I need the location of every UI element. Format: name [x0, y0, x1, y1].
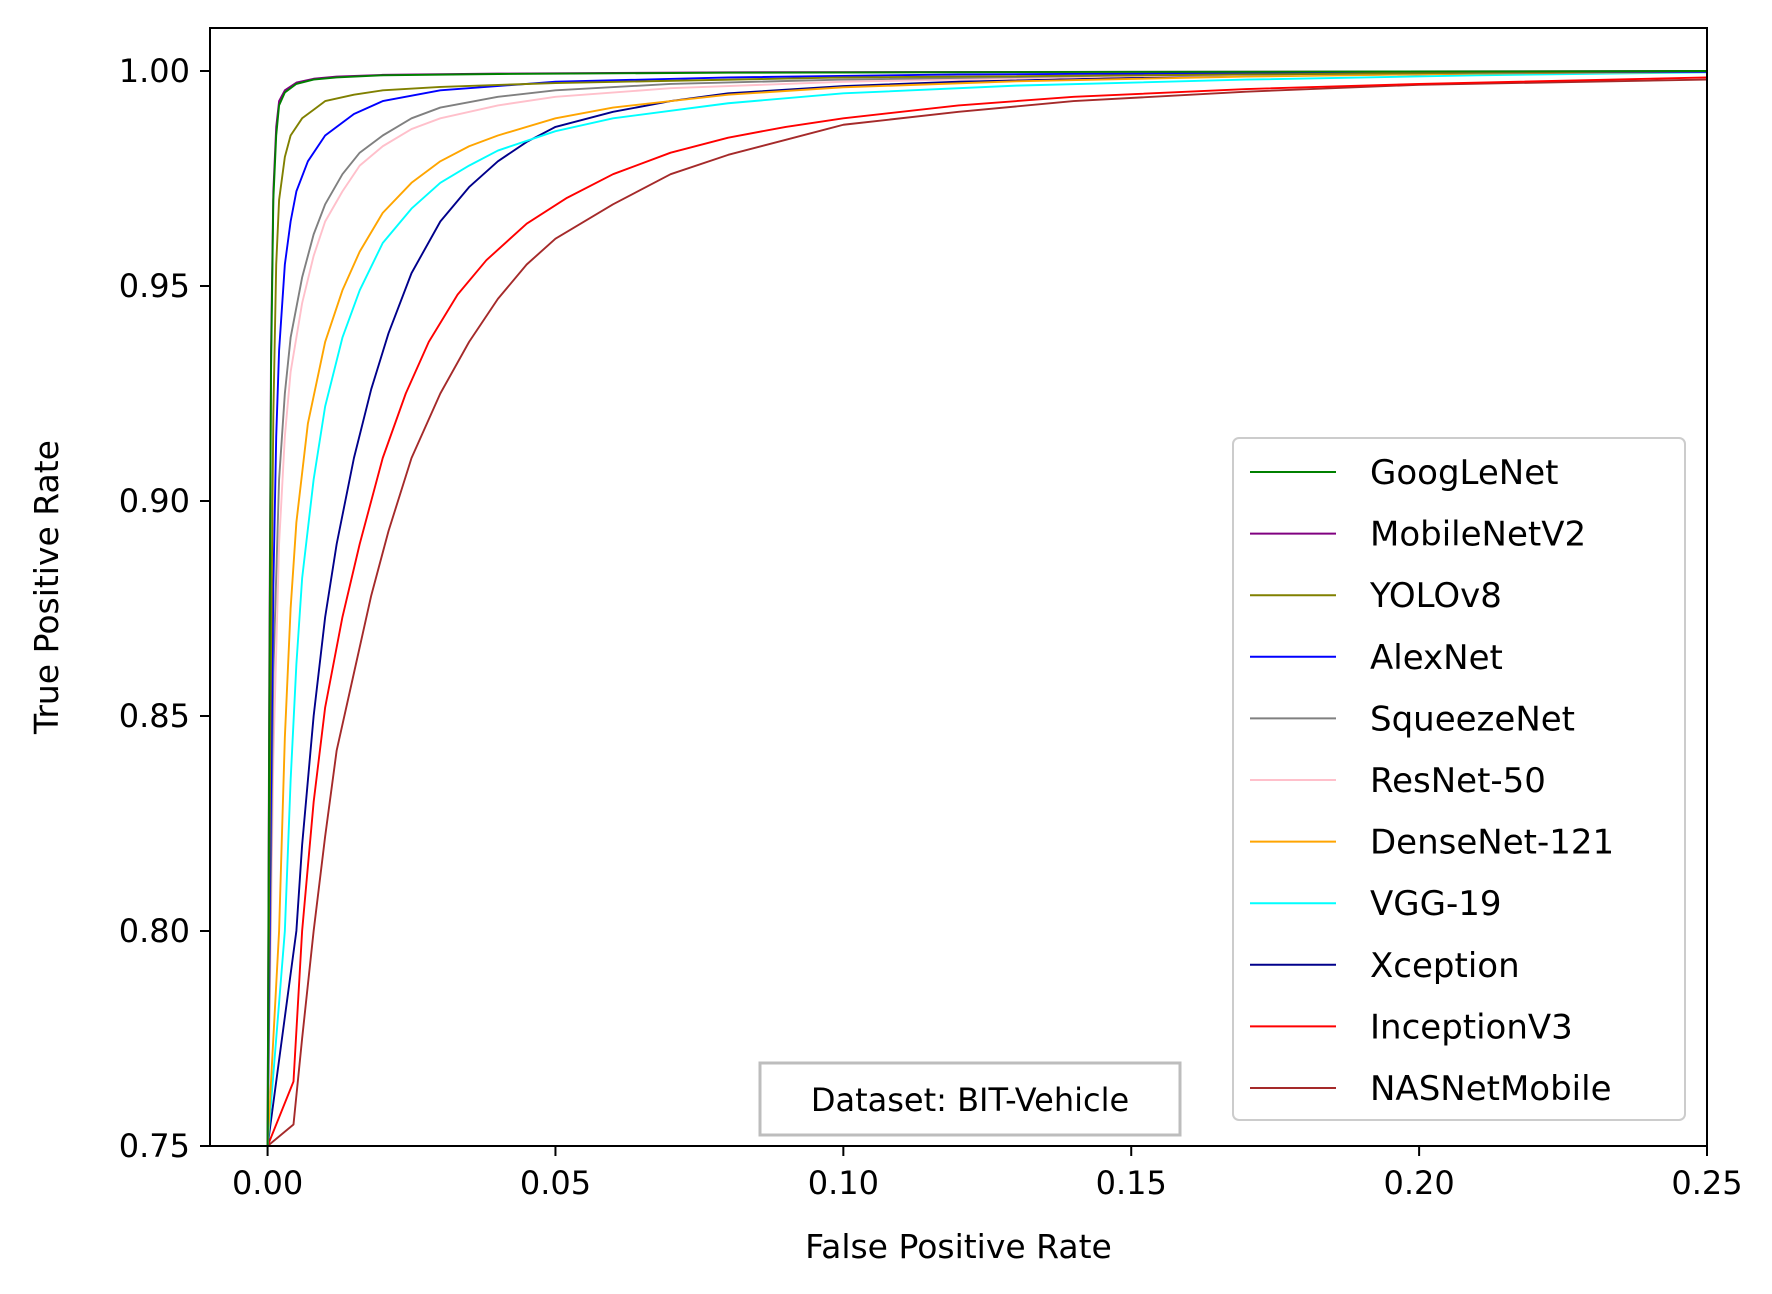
series-line-xception — [266, 70, 1707, 1146]
series-line-vgg-19 — [266, 71, 1707, 1146]
legend-item-nasnetmobile: NASNetMobile — [1250, 1069, 1612, 1109]
legend-item-vgg-19: VGG-19 — [1250, 884, 1501, 924]
legend-item-yolov8: YOLOv8 — [1250, 576, 1502, 616]
legend-item-inceptionv3: InceptionV3 — [1250, 1007, 1573, 1047]
series-line-resnet-50 — [266, 70, 1707, 1146]
x-tick-label: 0.25 — [1671, 1164, 1742, 1202]
legend-label: AlexNet — [1370, 638, 1503, 678]
y-tick-label: 0.80 — [119, 912, 190, 950]
y-tick-label: 0.85 — [119, 697, 190, 735]
legend-box — [1232, 437, 1686, 1121]
legend-label: InceptionV3 — [1370, 1007, 1573, 1047]
y-axis-label: True Positive Rate — [27, 440, 66, 735]
legend-item-mobilenetv2: MobileNetV2 — [1250, 515, 1586, 555]
legend-label: VGG-19 — [1370, 884, 1501, 924]
legend-label: MobileNetV2 — [1370, 515, 1586, 555]
legend: GoogLeNet MobileNetV2 YOLOv8 AlexNet Squeeze… — [1232, 437, 1686, 1121]
series-line-densenet-121 — [266, 70, 1707, 1146]
legend-item-squeezenet: SqueezeNet — [1250, 699, 1575, 739]
series-line-alexnet — [266, 70, 1707, 1146]
series-line-inceptionv3 — [266, 76, 1707, 1146]
series-line-squeezenet — [266, 70, 1707, 1146]
legend-label: ResNet-50 — [1370, 761, 1546, 801]
legend-label: YOLOv8 — [1369, 576, 1502, 616]
y-tick-label: 0.90 — [119, 482, 190, 520]
legend-item-resnet-50: ResNet-50 — [1250, 761, 1546, 801]
x-tick-label: 0.15 — [1096, 1164, 1167, 1202]
x-tick-label: 0.10 — [808, 1164, 879, 1202]
x-tick-label: 0.20 — [1383, 1164, 1454, 1202]
dataset-annotation-text: Dataset: BIT-Vehicle — [811, 1081, 1129, 1119]
y-tick-label: 1.00 — [119, 52, 190, 90]
legend-label: Xception — [1370, 946, 1520, 986]
series-line-yolov8 — [266, 70, 1707, 1146]
legend-label: NASNetMobile — [1370, 1069, 1612, 1109]
legend-label: SqueezeNet — [1370, 699, 1575, 739]
x-tick-label: 0.00 — [232, 1164, 303, 1202]
legend-item-densenet-121: DenseNet-121 — [1250, 823, 1614, 863]
x-tick-label: 0.05 — [520, 1164, 591, 1202]
dataset-annotation: Dataset: BIT-Vehicle — [758, 1061, 1182, 1137]
legend-label: DenseNet-121 — [1370, 823, 1614, 863]
series-line-googlenet — [266, 70, 1707, 1146]
legend-item-alexnet: AlexNet — [1250, 638, 1503, 678]
series-line-nasnetmobile — [266, 78, 1707, 1146]
legend-item-xception: Xception — [1250, 946, 1520, 986]
dataset-annotation-box — [758, 1061, 1182, 1137]
y-tick-label: 0.95 — [119, 267, 190, 305]
y-tick-label: 0.75 — [119, 1127, 190, 1165]
legend-item-googlenet: GoogLeNet — [1250, 453, 1558, 493]
legend-label: GoogLeNet — [1370, 453, 1558, 493]
x-axis-label: False Positive Rate — [805, 1227, 1112, 1266]
plot-area-frame — [209, 27, 1708, 1147]
